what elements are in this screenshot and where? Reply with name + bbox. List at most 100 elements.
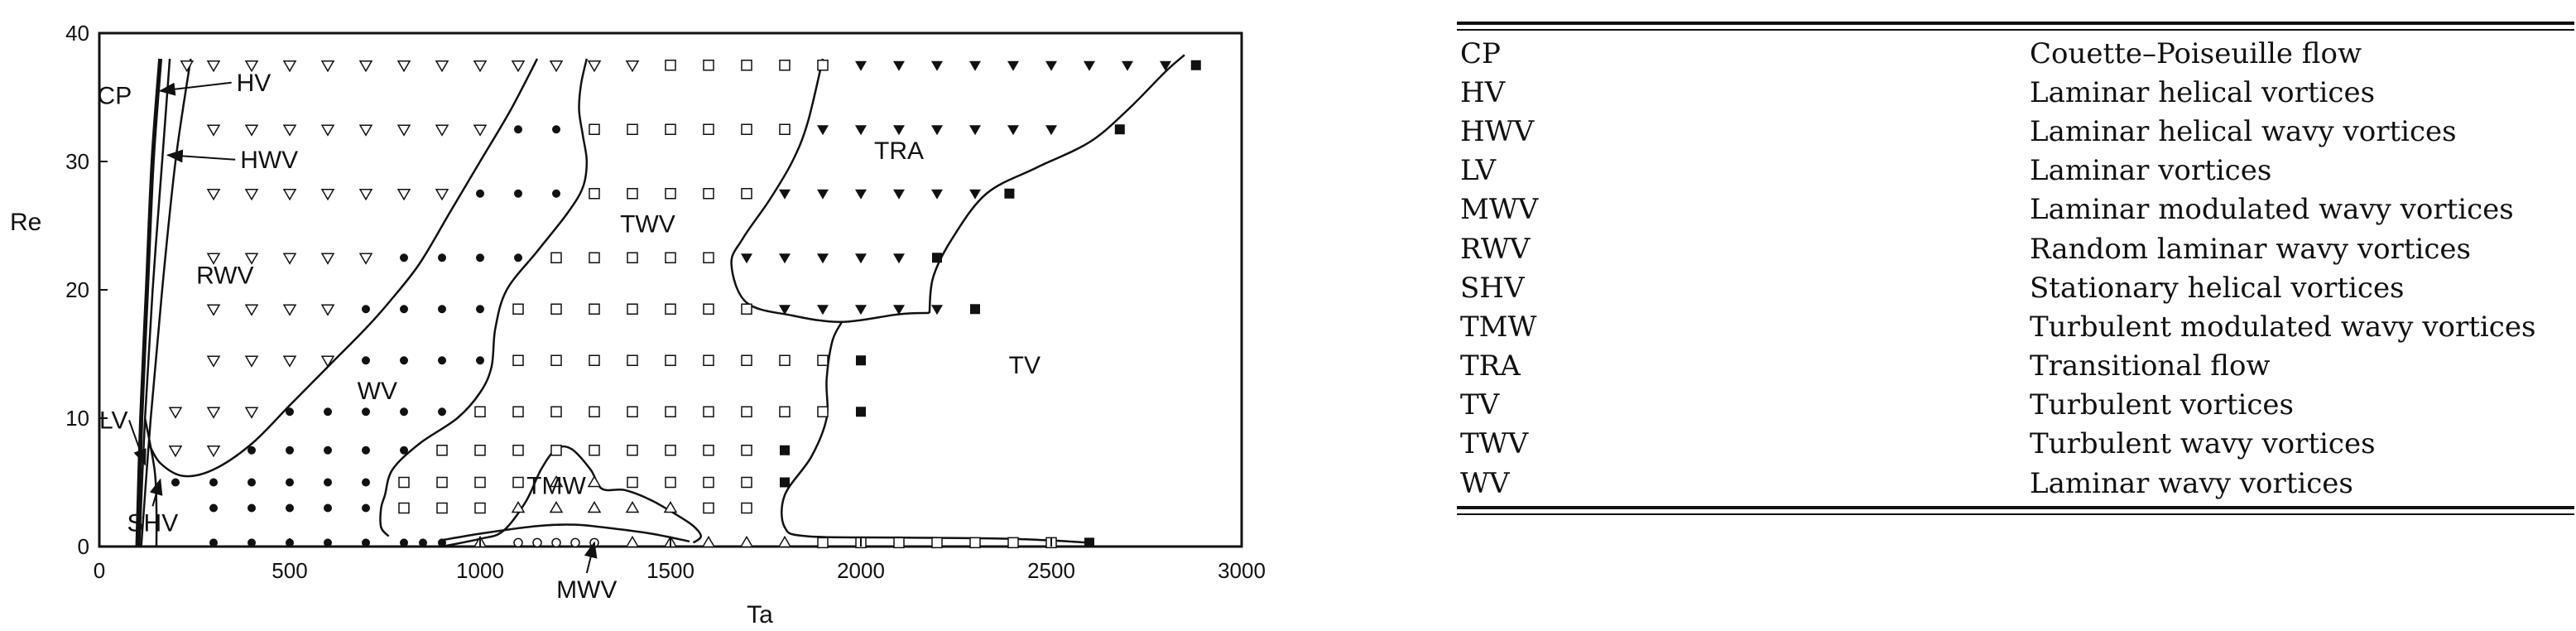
filled-square-marker	[932, 253, 942, 263]
filled-square-marker	[780, 477, 790, 488]
open-square-marker	[398, 502, 410, 514]
filled-circle-marker	[476, 356, 484, 365]
open-square-marker	[741, 354, 752, 366]
open-down-triangle-marker	[435, 189, 449, 201]
filled-circle-marker	[400, 538, 408, 547]
annotation-hwv: HWV	[240, 147, 298, 174]
open-square-marker	[703, 476, 714, 489]
open-up-triangle-marker	[663, 501, 678, 513]
open-square-marker	[512, 406, 524, 417]
y-tick-label: 40	[65, 21, 89, 46]
open-down-triangle-marker	[206, 124, 221, 137]
filled-circle-marker	[324, 446, 332, 455]
open-square-marker	[589, 123, 600, 135]
open-square-marker	[703, 303, 714, 315]
abbreviation: TRA	[1460, 349, 1521, 383]
open-square-marker	[703, 252, 714, 263]
abbreviation: MWV	[1460, 193, 1539, 227]
data-markers	[168, 60, 1201, 549]
open-square-marker	[627, 445, 638, 456]
abbreviation: CP	[1460, 36, 1501, 70]
filled-down-triangle-marker	[893, 189, 905, 200]
open-down-triangle-marker	[206, 304, 221, 316]
table-bottom-rule	[1457, 506, 2574, 510]
open-down-triangle-marker	[244, 407, 259, 419]
open-down-triangle-marker	[244, 60, 259, 73]
open-down-triangle-marker	[320, 60, 335, 73]
filled-circle-marker	[362, 503, 370, 513]
open-square-marker	[474, 445, 486, 456]
open-square-marker	[741, 303, 752, 315]
open-circle-marker	[551, 537, 561, 548]
open-down-triangle-marker	[320, 304, 335, 316]
open-square-marker	[665, 303, 676, 315]
table-top-rule-thin	[1457, 29, 2574, 31]
open-square-marker	[627, 252, 638, 263]
open-square-marker	[627, 123, 638, 135]
description: Laminar helical wavy vortices	[2030, 114, 2457, 148]
open-square-marker	[474, 502, 486, 514]
description: Couette–Poiseuille flow	[2030, 36, 2362, 70]
open-square-marker	[703, 354, 714, 366]
open-square-marker	[703, 60, 714, 71]
open-square-marker	[703, 445, 714, 456]
open-up-triangle-marker	[549, 475, 564, 488]
open-square-marker	[589, 303, 600, 315]
filled-circle-marker	[286, 503, 294, 513]
filled-circle-marker	[438, 538, 446, 547]
boundary-tmw	[441, 445, 703, 548]
filled-circle-marker	[209, 538, 218, 547]
open-square-marker	[741, 123, 752, 135]
open-circle-marker	[532, 537, 542, 548]
filled-circle-marker	[362, 356, 370, 365]
open-square-marker	[665, 445, 676, 456]
open-up-triangle-marker	[511, 501, 526, 513]
open-square-marker	[550, 445, 562, 456]
description: Laminar helical vortices	[2030, 75, 2376, 109]
filled-circle-marker	[419, 538, 427, 547]
filled-down-triangle-marker	[817, 305, 829, 316]
filled-down-triangle-marker	[893, 60, 905, 71]
open-down-triangle-marker	[244, 304, 259, 316]
open-down-triangle-marker	[396, 189, 411, 201]
boundary-wv-twv	[379, 58, 589, 537]
open-down-triangle-marker	[549, 60, 564, 73]
annotation-hv: HV	[237, 70, 272, 97]
filled-circle-marker	[476, 189, 484, 198]
open-square-marker	[703, 406, 714, 417]
open-square-marker	[550, 252, 562, 263]
x-tick-label: 3000	[1218, 558, 1266, 583]
open-down-triangle-marker	[358, 124, 373, 137]
open-square-marker	[893, 537, 905, 549]
open-square-marker	[741, 60, 752, 71]
region-label-wv: WV	[358, 378, 397, 405]
x-axis-label: Ta	[747, 601, 773, 629]
filled-circle-marker	[286, 478, 294, 487]
open-down-triangle-marker	[358, 60, 373, 73]
filled-circle-marker	[552, 189, 560, 198]
filled-circle-marker	[514, 253, 522, 263]
boundary-hwv	[140, 58, 192, 547]
filled-circle-marker	[324, 478, 332, 487]
filled-square-marker	[780, 445, 790, 455]
open-down-triangle-marker	[473, 124, 488, 137]
open-square-marker	[779, 406, 791, 417]
open-square-marker	[665, 60, 676, 71]
abbreviation: HWV	[1460, 114, 1535, 148]
open-square-marker	[779, 354, 791, 366]
filled-circle-marker	[400, 407, 408, 417]
filled-down-triangle-marker	[855, 305, 867, 316]
open-square-marker	[779, 123, 791, 135]
open-down-triangle-marker	[320, 124, 335, 137]
annotation-arrow-shv	[149, 478, 163, 507]
open-up-triangle-marker	[625, 501, 640, 513]
open-down-triangle-marker	[282, 355, 297, 368]
table-row: HV Laminar helical vortices	[1457, 73, 2574, 112]
open-down-triangle-marker	[282, 124, 297, 137]
open-square-marker	[931, 537, 943, 549]
annotation-arrow-lv	[128, 420, 147, 466]
open-down-triangle-marker	[511, 60, 526, 73]
filled-circle-marker	[248, 503, 256, 513]
filled-down-triangle-marker	[779, 253, 791, 264]
filled-circle-marker	[248, 478, 256, 487]
